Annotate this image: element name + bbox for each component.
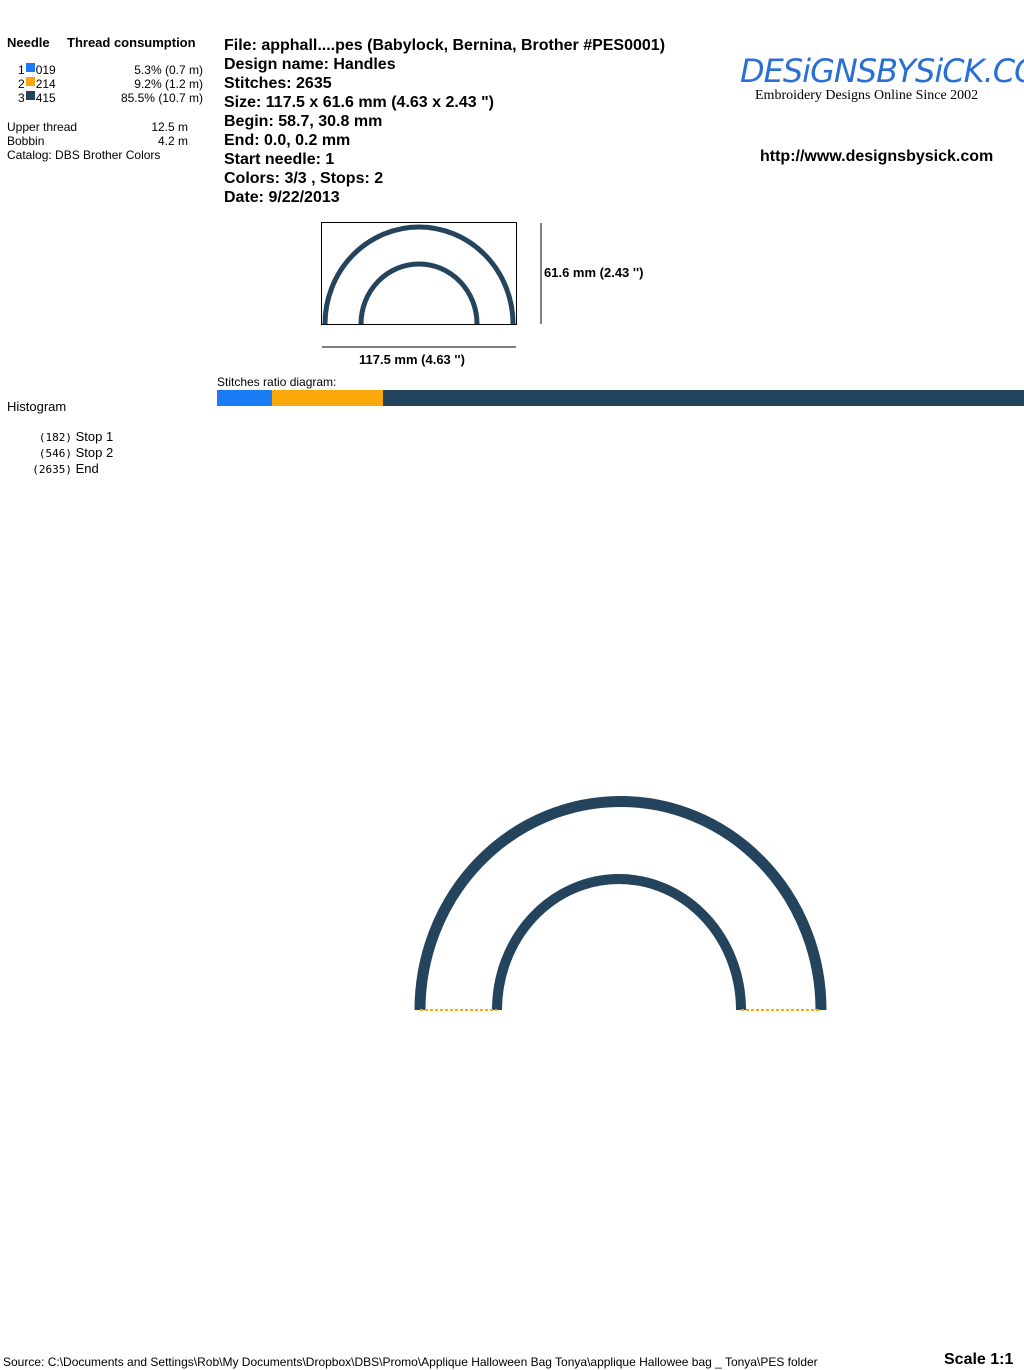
thread-code: 415: [35, 91, 56, 105]
stop-label: Stop 2: [75, 445, 114, 460]
outer-arc: [322, 224, 516, 325]
logo: DESiGNSBYSiCK.COM Embroidery Designs Onl…: [740, 54, 1024, 104]
source-path: Source: C:\Documents and Settings\Rob\My…: [3, 1355, 818, 1369]
stops-list: (182) Stop 1 (546) Stop 2 (2635) End: [20, 429, 113, 477]
logo-tagline: Embroidery Designs Online Since 2002: [755, 88, 979, 103]
start-needle: Start needle: 1: [224, 151, 335, 168]
inner-handle: [492, 874, 746, 1011]
bounding-box: [321, 222, 517, 325]
color-swatch: [25, 63, 35, 72]
design-preview: [321, 222, 542, 348]
stop-count: (546): [38, 447, 72, 460]
stitch-count: Stitches: 2635: [224, 75, 332, 92]
stop-label: End: [75, 461, 99, 476]
stop-row: (2635) End: [20, 461, 113, 477]
thread-consumption: 9.2% (1.2 m): [134, 77, 203, 91]
thread-row: 3 415 85.5% (10.7 m): [18, 91, 203, 105]
needle-header: Needle: [7, 35, 50, 50]
scale-label: Scale 1:1: [944, 1351, 1014, 1368]
ratio-segment-3: [383, 390, 1024, 406]
ratio-segment-2: [271, 390, 384, 406]
ratio-label: Stitches ratio diagram:: [217, 375, 337, 389]
outer-handle: [414, 796, 827, 1011]
height-label: 61.6 mm (2.43 ''): [544, 265, 644, 280]
upper-thread-label: Upper thread: [7, 120, 78, 134]
thread-code: 019: [35, 63, 56, 77]
thread-list: 1 019 5.3% (0.7 m) 2 214 9.2% (1.2 m) 3 415 85…: [18, 63, 203, 105]
stop-count: (2635): [32, 463, 72, 476]
upper-thread-row: Upper thread 12.5 m: [7, 120, 188, 134]
stop-row: (546) Stop 2: [20, 445, 113, 461]
stop-label: Stop 1: [75, 429, 114, 444]
website-url: http://www.designsbysick.com: [760, 148, 994, 165]
stitches-ratio-bar: [217, 390, 1024, 406]
upper-thread-value: 12.5 m: [151, 120, 188, 134]
catalog: Catalog: DBS Brother Colors: [7, 148, 161, 162]
thread-consumption: 5.3% (0.7 m): [134, 63, 203, 77]
thread-code: 214: [35, 77, 56, 91]
file-name: File: apphall....pes (Babylock, Bernina,…: [224, 37, 666, 54]
color-swatch: [25, 77, 35, 86]
begin-position: Begin: 58.7, 30.8 mm: [224, 113, 383, 130]
needle-number: 2: [18, 77, 25, 91]
design-date: Date: 9/22/2013: [224, 189, 340, 206]
design-name: Design name: Handles: [224, 56, 396, 73]
colors-stops: Colors: 3/3 , Stops: 2: [224, 170, 384, 187]
ratio-segment-1: [217, 390, 272, 406]
design-info: File: apphall....pes (Babylock, Bernina,…: [224, 36, 665, 207]
thread-row: 2 214 9.2% (1.2 m): [18, 77, 203, 91]
stop-row: (182) Stop 1: [20, 429, 113, 445]
stop-count: (182): [38, 431, 72, 444]
end-position: End: 0.0, 0.2 mm: [224, 132, 351, 149]
needle-number: 1: [18, 63, 25, 77]
needle-number: 3: [18, 91, 25, 105]
thread-row: 1 019 5.3% (0.7 m): [18, 63, 203, 77]
bobbin-value: 4.2 m: [157, 134, 188, 148]
histogram-label: Histogram: [7, 399, 67, 414]
color-swatch: [25, 91, 35, 100]
bobbin-row: Bobbin 4.2 m: [7, 134, 188, 148]
thread-consumption: 85.5% (10.7 m): [120, 91, 203, 105]
thread-consumption-header: Thread consumption: [67, 35, 196, 50]
design-size: Size: 117.5 x 61.6 mm (4.63 x 2.43 "): [224, 94, 494, 111]
bobbin-label: Bobbin: [7, 134, 45, 148]
inner-arc: [358, 261, 480, 325]
width-label: 117.5 mm (4.63 ''): [359, 352, 465, 367]
